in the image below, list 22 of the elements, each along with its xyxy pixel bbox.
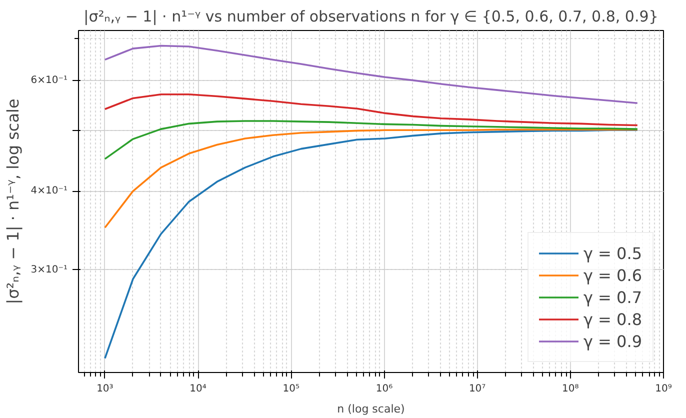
x-tick-label: 10⁴: [190, 384, 206, 394]
y-tick-label: 6×10⁻¹: [30, 74, 68, 86]
x-tick-label: 10⁵: [282, 384, 300, 394]
line-series: [104, 44, 638, 104]
legend-label: γ = 0.9: [584, 332, 642, 350]
y-axis-title: |σ²ₙ,ᵧ − 1| · n¹⁻ᵞ, log scale: [4, 98, 23, 304]
legend-label: γ = 0.5: [584, 244, 642, 262]
legend-label: γ = 0.7: [584, 288, 642, 306]
line-series: [104, 120, 638, 160]
line-series: [104, 128, 638, 229]
x-tick-label: 10⁹: [655, 384, 672, 394]
x-tick-label: 10⁶: [376, 384, 393, 394]
legend-label: γ = 0.6: [584, 266, 642, 284]
x-tick-label: 10⁷: [468, 384, 486, 394]
legend-label: γ = 0.8: [584, 310, 642, 328]
x-axis-title: n (log scale): [337, 402, 405, 416]
line-series: [104, 93, 638, 126]
y-tick-label: 3×10⁻¹: [30, 264, 68, 276]
x-tick-label: 10³: [96, 384, 114, 394]
x-tick-label: 10⁸: [562, 384, 579, 394]
y-tick-label: 4×10⁻¹: [30, 186, 68, 197]
chart-title: |σ²ₙ,ᵧ − 1| · n¹⁻ᵞ vs number of observations n for γ ∈ {0.5, 0.6, 0.7, 0.8, 0.9}: [84, 8, 658, 26]
